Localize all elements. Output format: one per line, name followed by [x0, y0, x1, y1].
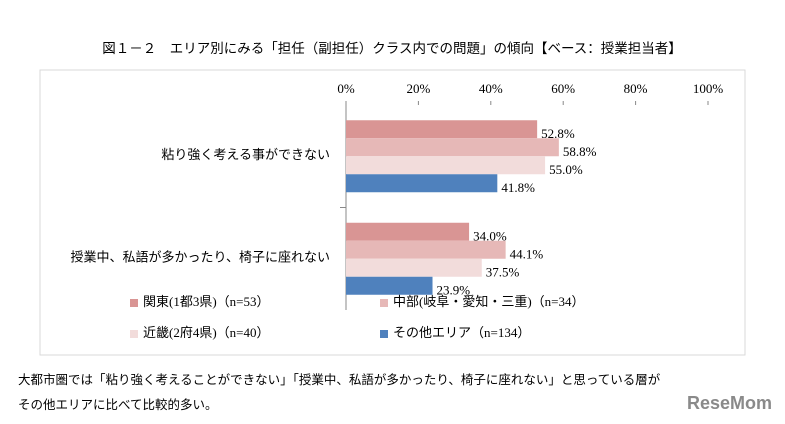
- legend-label: その他エリア（n=134）: [393, 325, 530, 340]
- note-line: その他エリアに比べて比較的多い。: [18, 397, 218, 412]
- legend-label: 関東(1都3県)（n=53）: [143, 294, 270, 309]
- bar: [346, 138, 559, 157]
- legend-swatch: [380, 299, 388, 307]
- y-tick-label: 粘り強く考える事ができない: [161, 147, 330, 162]
- value-label: 41.8%: [501, 180, 535, 195]
- x-tick-label: 80%: [624, 81, 648, 96]
- bar: [346, 276, 433, 295]
- chart-title: 図１－２ エリア別にみる「担任（副担任）クラス内での問題」の傾向【ベース：授業担…: [102, 41, 682, 56]
- legend-swatch: [380, 330, 388, 338]
- value-label: 52.8%: [541, 126, 575, 141]
- legend-label: 近畿(2府4県)（n=40）: [143, 325, 270, 340]
- legend-swatch: [130, 299, 138, 307]
- note-line: 大都市圏では「粘り強く考えることができない」「授業中、私語が多かったり、椅子に座…: [18, 372, 661, 387]
- legend-swatch: [130, 330, 138, 338]
- value-label: 23.9%: [437, 283, 471, 298]
- x-tick-label: 60%: [551, 81, 575, 96]
- value-label: 37.5%: [486, 265, 520, 280]
- chart-frame: [39, 69, 746, 356]
- bar: [346, 120, 538, 139]
- value-label: 34.0%: [473, 229, 507, 244]
- x-tick-label: 100%: [693, 81, 724, 96]
- x-tick-label: 0%: [337, 81, 355, 96]
- bar: [346, 222, 470, 241]
- logo: ReseMom: [687, 393, 772, 413]
- value-label: 58.8%: [563, 144, 597, 159]
- bar: [346, 174, 498, 193]
- y-tick-label: 授業中、私語が多かったり、椅子に座れない: [71, 250, 330, 265]
- x-tick-label: 20%: [406, 81, 430, 96]
- bar: [346, 240, 506, 259]
- bar: [346, 156, 546, 175]
- x-tick-label: 40%: [479, 81, 503, 96]
- bar: [346, 258, 482, 277]
- legend-label: 中部(岐阜・愛知・三重)（n=34）: [393, 294, 585, 309]
- value-label: 55.0%: [549, 162, 583, 177]
- value-label: 44.1%: [510, 247, 544, 262]
